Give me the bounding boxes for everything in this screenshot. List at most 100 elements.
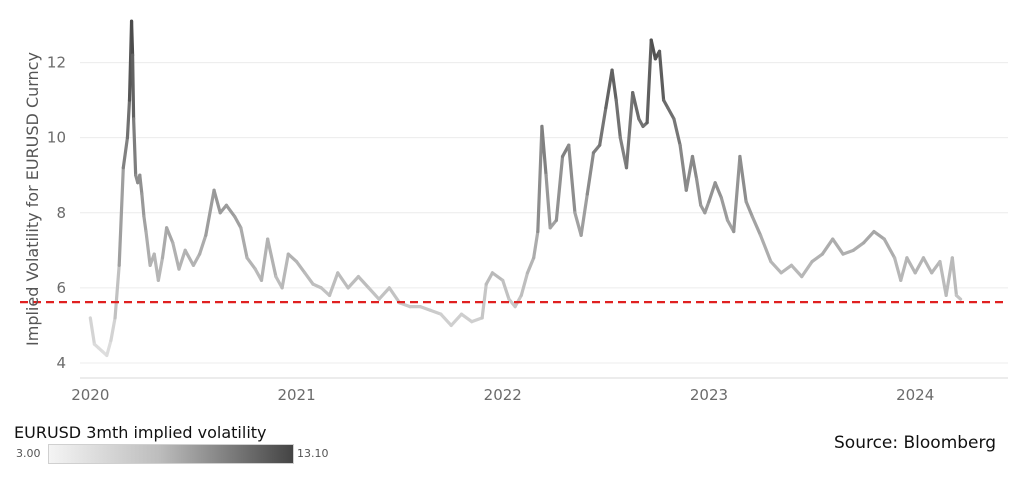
series-segment bbox=[109, 316, 117, 343]
series-segment bbox=[585, 151, 596, 196]
series-segment bbox=[239, 226, 249, 260]
series-segment bbox=[439, 312, 453, 328]
x-axis-ticks: 2020 2021 2022 2023 2024 bbox=[71, 386, 934, 404]
series-segment bbox=[428, 308, 443, 316]
series-segment bbox=[113, 263, 121, 320]
series-segment bbox=[841, 248, 855, 256]
series-segment bbox=[519, 271, 530, 297]
series-segment bbox=[567, 143, 577, 215]
series-segment bbox=[245, 256, 257, 271]
series-segment bbox=[657, 49, 666, 102]
series-segment bbox=[171, 241, 181, 271]
series-segment bbox=[286, 252, 299, 264]
y-axis-label: Implied Volatility for EURUSD Curncy bbox=[23, 52, 42, 346]
series-segment bbox=[129, 19, 135, 57]
series-segment bbox=[484, 271, 495, 286]
series-segment bbox=[779, 263, 794, 275]
volatility-line-chart: 4 6 8 10 12 2020 2021 2022 2023 2024 Implied Vol… bbox=[20, 19, 1008, 404]
series-segment bbox=[470, 316, 484, 324]
volatility-series bbox=[88, 19, 963, 358]
series-segment bbox=[536, 124, 544, 234]
legend-min-label: 3.00 bbox=[16, 447, 41, 460]
series-segment bbox=[319, 286, 332, 297]
y-tick-label: 4 bbox=[56, 354, 66, 372]
series-segment bbox=[117, 166, 125, 267]
series-segment bbox=[142, 214, 148, 234]
legend-title: EURUSD 3mth implied volatility bbox=[14, 423, 267, 442]
y-tick-label: 10 bbox=[47, 129, 66, 147]
series-segment bbox=[449, 312, 464, 328]
series-segment bbox=[490, 271, 505, 282]
series-segment bbox=[259, 237, 270, 282]
series-segment bbox=[645, 38, 653, 125]
series-segment bbox=[666, 106, 676, 121]
series-segment bbox=[480, 282, 488, 320]
series-segment bbox=[165, 226, 175, 245]
series-segment bbox=[513, 293, 523, 309]
series-segment bbox=[233, 214, 243, 230]
series-segment bbox=[610, 68, 618, 102]
series-segment bbox=[921, 256, 934, 275]
series-segment bbox=[649, 38, 657, 61]
y-tick-label: 12 bbox=[47, 54, 66, 72]
series-segment bbox=[501, 278, 511, 301]
series-segment bbox=[548, 218, 558, 230]
series-segment bbox=[789, 263, 804, 279]
series-segment bbox=[631, 91, 641, 121]
series-segment bbox=[719, 196, 730, 222]
series-segment bbox=[132, 117, 138, 177]
series-segment bbox=[544, 173, 552, 230]
series-segment bbox=[769, 259, 783, 275]
series-segment bbox=[198, 233, 208, 256]
series-segment bbox=[346, 275, 360, 290]
x-tick-label: 2021 bbox=[277, 386, 315, 404]
series-segment bbox=[930, 259, 942, 275]
series-segment bbox=[750, 214, 763, 237]
series-segment bbox=[204, 188, 216, 237]
series-segment bbox=[356, 275, 371, 290]
x-tick-label: 2020 bbox=[71, 386, 109, 404]
legend-color-scale bbox=[48, 444, 294, 464]
y-tick-label: 8 bbox=[56, 204, 66, 222]
series-segment bbox=[367, 286, 381, 301]
grid-lines bbox=[80, 62, 1008, 364]
series-segment bbox=[579, 192, 589, 237]
series-segment bbox=[140, 192, 146, 219]
series-segment bbox=[913, 256, 926, 275]
series-segment bbox=[672, 117, 682, 147]
series-segment bbox=[954, 293, 963, 301]
series-segment bbox=[212, 188, 222, 215]
series-segment bbox=[684, 154, 695, 192]
series-segment bbox=[377, 286, 391, 301]
series-segment bbox=[398, 301, 412, 309]
series-segment bbox=[604, 68, 614, 110]
series-segment bbox=[851, 241, 866, 252]
series-segment bbox=[738, 154, 748, 204]
series-segment bbox=[88, 316, 97, 346]
series-segment bbox=[144, 229, 152, 267]
x-tick-label: 2023 bbox=[690, 386, 728, 404]
series-segment bbox=[899, 256, 909, 282]
x-tick-label: 2024 bbox=[896, 386, 934, 404]
series-segment bbox=[938, 259, 948, 297]
series-segment bbox=[598, 106, 608, 147]
series-segment bbox=[224, 203, 237, 219]
series-segment bbox=[554, 154, 565, 222]
series-segment bbox=[892, 256, 903, 282]
source-note: Source: Bloomberg bbox=[834, 433, 996, 453]
series-segment bbox=[614, 98, 622, 140]
series-segment bbox=[266, 237, 278, 279]
y-tick-label: 6 bbox=[56, 279, 66, 297]
series-segment bbox=[882, 237, 897, 260]
y-axis-ticks: 4 6 8 10 12 bbox=[47, 54, 66, 372]
series-segment bbox=[387, 286, 402, 305]
series-segment bbox=[944, 256, 954, 297]
series-segment bbox=[744, 199, 754, 219]
series-segment bbox=[280, 252, 290, 290]
x-tick-label: 2022 bbox=[484, 386, 522, 404]
series-segment bbox=[758, 233, 773, 264]
series-segment bbox=[905, 256, 917, 275]
series-segment bbox=[183, 248, 196, 267]
series-segment bbox=[690, 154, 699, 181]
series-segment bbox=[156, 256, 165, 282]
